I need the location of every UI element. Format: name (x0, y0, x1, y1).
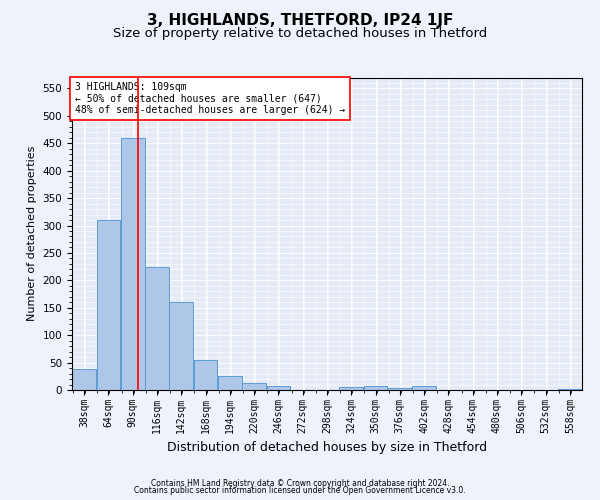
Bar (145, 266, 169, 390)
Bar (121, 138, 145, 390)
Bar (169, 302, 193, 390)
Text: Contains HM Land Registry data © Crown copyright and database right 2024.: Contains HM Land Registry data © Crown c… (151, 478, 449, 488)
Bar (266, 386, 290, 390)
Bar (218, 376, 242, 390)
Bar (340, 388, 363, 390)
Bar (388, 388, 412, 390)
Bar (364, 386, 388, 390)
Bar (72, 369, 96, 390)
Bar (97, 220, 121, 390)
Y-axis label: Number of detached properties: Number of detached properties (27, 146, 37, 322)
Bar (558, 389, 582, 390)
Text: Contains public sector information licensed under the Open Government Licence v3: Contains public sector information licen… (134, 486, 466, 495)
Text: 3 HIGHLANDS: 109sqm
← 50% of detached houses are smaller (647)
48% of semi-detac: 3 HIGHLANDS: 109sqm ← 50% of detached ho… (74, 82, 345, 116)
X-axis label: Distribution of detached houses by size in Thetford: Distribution of detached houses by size … (167, 441, 487, 454)
Bar (412, 386, 436, 390)
Bar (242, 384, 266, 390)
Bar (194, 360, 217, 390)
Text: 3, HIGHLANDS, THETFORD, IP24 1JF: 3, HIGHLANDS, THETFORD, IP24 1JF (147, 12, 453, 28)
Text: Size of property relative to detached houses in Thetford: Size of property relative to detached ho… (113, 28, 487, 40)
